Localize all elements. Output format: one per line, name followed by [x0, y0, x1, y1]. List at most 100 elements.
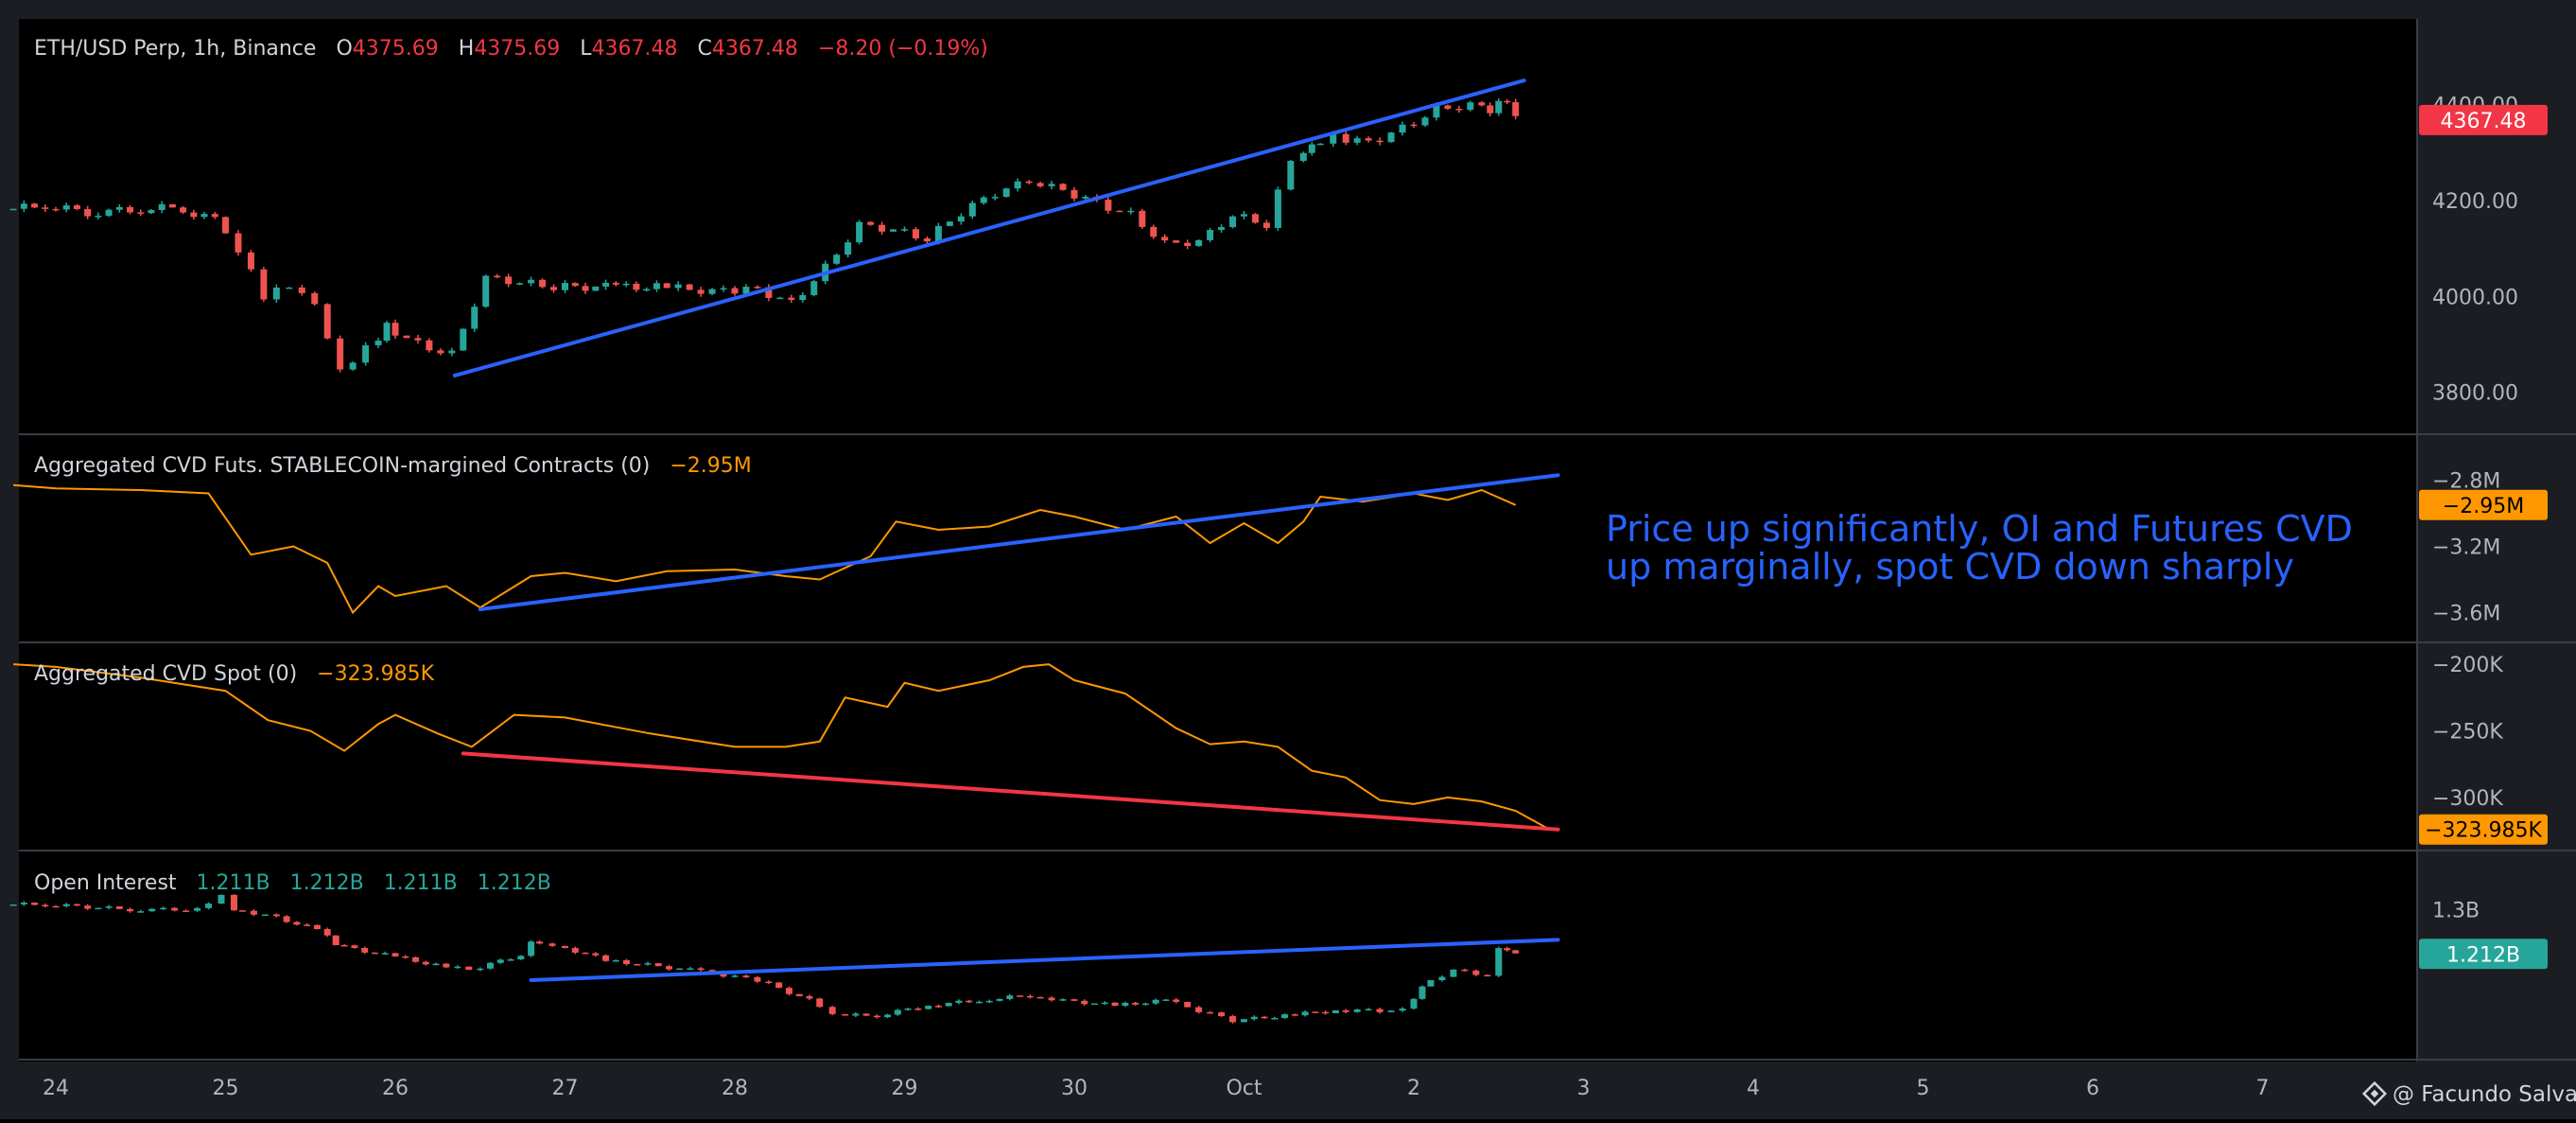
- futures-cvd-pane[interactable]: −2.8M −3.2M −3.6M: [13, 470, 2500, 626]
- y-tick-label-2-2: −300K: [2432, 787, 2503, 811]
- candle-body-0-34: [392, 323, 399, 336]
- trendline-1: [478, 473, 1560, 611]
- candle-body-0-4: [52, 208, 60, 211]
- y-tick-label-1-0: −2.8M: [2432, 470, 2500, 494]
- candle-body-0-123: [1387, 132, 1395, 143]
- candle-body-0-10: [115, 206, 123, 210]
- y-tick-label-0-2: 4000.00: [2432, 286, 2518, 309]
- candle-body-3-100: [1070, 999, 1078, 1001]
- candle-body-3-138: [1472, 970, 1480, 975]
- candle-body-0-32: [374, 341, 382, 345]
- candle-body-3-1: [20, 903, 27, 904]
- candle-body-3-22: [250, 910, 257, 915]
- spot-cvd-legend: Aggregated CVD Spot (0) −323.985K: [34, 662, 435, 686]
- candle-body-0-135: [1512, 101, 1520, 116]
- candle-body-3-42: [454, 966, 461, 969]
- candle-body-3-115: [1229, 1016, 1237, 1023]
- candle-body-0-57: [643, 289, 651, 291]
- candle-body-3-21: [238, 910, 246, 912]
- change-value: −8.20 (−0.19%): [818, 37, 988, 61]
- candle-body-0-94: [1059, 184, 1067, 190]
- candle-body-0-89: [1002, 188, 1010, 198]
- candle-body-3-25: [283, 916, 290, 922]
- candle-body-3-82: [884, 1014, 892, 1018]
- candle-body-0-14: [158, 203, 165, 210]
- candle-body-3-7: [84, 905, 92, 909]
- candle-body-0-129: [1455, 109, 1463, 111]
- candle-body-3-90: [966, 1000, 973, 1003]
- candle-body-3-141: [1504, 948, 1511, 951]
- last-value-badge-2: [2419, 814, 2548, 845]
- candle-body-3-117: [1250, 1016, 1258, 1020]
- candle-body-0-29: [337, 338, 344, 370]
- candle-body-3-76: [816, 998, 824, 1008]
- x-axis[interactable]: 24 25 26 27 28 29 30 Oct 2 3 4 5 6 7: [43, 1077, 2270, 1100]
- candle-body-3-56: [602, 955, 610, 961]
- candle-body-3-113: [1207, 1011, 1214, 1014]
- candle-body-0-75: [844, 242, 852, 255]
- candle-body-0-67: [754, 287, 761, 289]
- candle-body-3-70: [754, 976, 761, 982]
- candle-body-0-85: [957, 216, 965, 222]
- price-legend: ETH/USD Perp, 1h, Binance O4375.69 H4375…: [34, 37, 988, 61]
- annotation-line-2[interactable]: up marginally, spot CVD down sharply: [1606, 546, 2294, 588]
- candle-body-0-81: [912, 229, 919, 238]
- high-value: 4375.69: [474, 37, 560, 61]
- candle-body-0-21: [235, 233, 242, 253]
- candle-body-3-88: [945, 1003, 952, 1007]
- candle-body-3-131: [1399, 1009, 1406, 1011]
- candle-body-3-109: [1162, 999, 1170, 1002]
- low-value: 4367.48: [592, 37, 678, 61]
- candle-body-0-51: [582, 286, 589, 291]
- y-tick-label-0-1: 4200.00: [2432, 190, 2518, 214]
- candle-body-0-66: [742, 287, 750, 294]
- candle-body-0-12: [137, 212, 145, 214]
- candle-body-3-132: [1410, 998, 1418, 1009]
- open-interest-pane[interactable]: 1.3B1.2B: [9, 894, 2480, 1024]
- candle-body-3-91: [975, 1001, 983, 1004]
- candle-body-3-54: [582, 952, 589, 955]
- candle-body-3-83: [894, 1009, 901, 1015]
- candle-body-3-47: [507, 959, 514, 961]
- candle-body-3-44: [477, 968, 484, 971]
- candle-body-3-63: [676, 968, 684, 971]
- x-tick-label-13: 7: [2256, 1077, 2270, 1100]
- spot-cvd-pane[interactable]: −200K −250K −300K: [13, 654, 2503, 832]
- candle-body-3-142: [1512, 950, 1520, 954]
- candle-body-3-3: [42, 904, 49, 906]
- candle-body-0-18: [200, 214, 208, 218]
- candle-body-0-30: [349, 362, 357, 370]
- candle-body-3-30: [332, 935, 339, 946]
- candle-body-3-110: [1173, 999, 1180, 1002]
- candle-body-0-43: [494, 275, 501, 278]
- candle-body-3-72: [775, 982, 783, 989]
- candle-body-0-0: [9, 208, 17, 211]
- candle-body-3-49: [528, 941, 535, 956]
- candle-body-3-114: [1218, 1012, 1226, 1017]
- candle-body-3-6: [73, 904, 80, 906]
- last-value-text-0: 4367.48: [2441, 110, 2527, 133]
- annotation-line-1[interactable]: Price up significantly, OI and Futures C…: [1606, 508, 2353, 550]
- candle-body-3-51: [548, 943, 556, 946]
- candle-body-3-125: [1332, 1009, 1339, 1013]
- candle-body-3-69: [742, 975, 750, 977]
- candle-body-3-130: [1387, 1010, 1395, 1012]
- candle-body-3-133: [1419, 986, 1426, 999]
- candle-body-3-78: [842, 1013, 849, 1016]
- candle-body-0-56: [633, 283, 640, 290]
- candle-body-3-119: [1271, 1018, 1279, 1020]
- candle-body-3-106: [1132, 1003, 1140, 1005]
- candle-body-0-27: [311, 292, 319, 305]
- candle-body-3-23: [261, 914, 269, 917]
- x-tick-label-4: 28: [722, 1077, 748, 1100]
- candle-body-3-104: [1111, 1002, 1119, 1007]
- oi-open: 1.211B: [197, 871, 270, 895]
- y-tick-label-2-0: −200K: [2432, 654, 2503, 677]
- candle-body-3-96: [1026, 995, 1034, 998]
- candle-body-0-24: [272, 287, 280, 300]
- candle-body-0-58: [653, 283, 660, 290]
- candle-body-3-34: [371, 952, 378, 955]
- x-tick-label-1: 25: [213, 1077, 239, 1100]
